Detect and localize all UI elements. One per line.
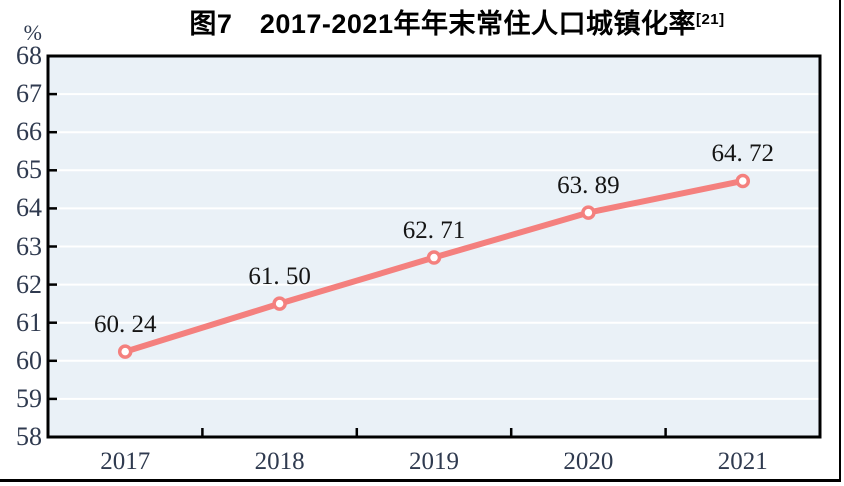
data-point-marker <box>426 250 442 265</box>
page-border-bottom <box>0 479 841 482</box>
data-point-label: 62. 71 <box>402 216 466 244</box>
chart-title-footnote-ref: [21] <box>695 11 725 28</box>
data-point-marker <box>581 205 596 220</box>
y-tick-label: 62 <box>16 269 42 299</box>
y-tick-label: 63 <box>16 231 42 261</box>
data-point-marker <box>117 344 133 359</box>
data-point-marker <box>272 296 287 311</box>
y-tick-label: 59 <box>16 383 42 413</box>
plot-border <box>46 54 822 439</box>
x-tick-label: 2018 <box>254 448 305 475</box>
y-axis-unit-label: % <box>23 20 42 45</box>
y-tick-label: 67 <box>16 79 42 109</box>
y-tick-label: 65 <box>16 155 42 185</box>
data-point-label: 60. 24 <box>93 310 157 338</box>
page-border-right <box>838 0 841 481</box>
data-point-label: 63. 89 <box>557 171 620 199</box>
y-tick-label: 68 <box>16 41 42 70</box>
x-tick-label: 2021 <box>717 448 768 475</box>
x-tick-label: 2017 <box>100 448 151 475</box>
y-tick-label: 58 <box>16 422 42 451</box>
data-point-label: 64. 72 <box>711 139 775 167</box>
x-tick-label: 2020 <box>563 448 614 475</box>
chart-title: 图7 2017-2021年年末常住人口城镇化率[21] <box>70 2 844 41</box>
y-tick-label: 64 <box>16 193 42 223</box>
y-tick-label: 66 <box>16 117 42 147</box>
chart-title-text: 图7 2017-2021年年末常住人口城镇化率 <box>189 9 696 39</box>
data-point-label: 61. 50 <box>248 262 311 290</box>
y-tick-label: 60 <box>16 345 42 375</box>
y-tick-label: 61 <box>16 307 42 337</box>
x-tick-label: 2019 <box>409 448 459 475</box>
data-point-marker <box>735 173 751 189</box>
